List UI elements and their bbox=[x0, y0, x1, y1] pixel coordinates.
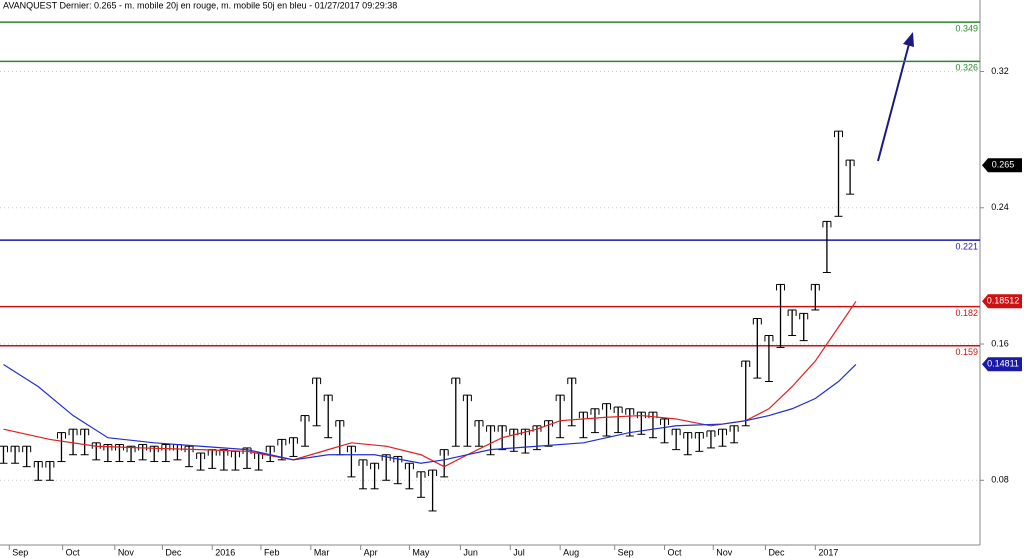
y-tick-label: 0.08 bbox=[991, 475, 1009, 485]
x-tick-label: Mar bbox=[314, 547, 330, 557]
x-tick-label: Feb bbox=[264, 547, 280, 557]
x-tick-label: Sep bbox=[12, 547, 28, 557]
moving-average-line bbox=[3, 363, 857, 464]
x-tick-label: Nov bbox=[716, 547, 733, 557]
x-tick-label: Oct bbox=[66, 547, 81, 557]
y-tick-label: 0.32 bbox=[991, 66, 1009, 76]
y-tick-label: 0.24 bbox=[991, 202, 1009, 212]
x-tick-label: Jul bbox=[513, 547, 525, 557]
price-tag-label: 0.265 bbox=[992, 160, 1015, 170]
level-label: 0.159 bbox=[955, 347, 978, 357]
level-label: 0.182 bbox=[955, 308, 978, 318]
x-tick-label: 2016 bbox=[215, 547, 235, 557]
trend-arrow bbox=[877, 32, 914, 162]
x-tick-label: Apr bbox=[364, 547, 378, 557]
price-tag bbox=[982, 357, 1022, 372]
moving-average-line bbox=[3, 301, 857, 468]
level-label: 0.221 bbox=[955, 242, 978, 252]
y-tick-label: 0.16 bbox=[991, 338, 1009, 348]
x-tick-label: Dec bbox=[165, 547, 182, 557]
price-tag-label: 0.14811 bbox=[987, 359, 1019, 369]
price-tag bbox=[982, 294, 1022, 309]
x-tick-label: 2017 bbox=[818, 547, 838, 557]
price-tag bbox=[982, 158, 1022, 173]
x-tick-label: Oct bbox=[668, 547, 683, 557]
price-tag-label: 0.18512 bbox=[987, 296, 1020, 306]
x-tick-label: May bbox=[412, 547, 430, 557]
level-label: 0.326 bbox=[955, 63, 978, 73]
x-tick-label: Jun bbox=[463, 547, 478, 557]
level-label: 0.349 bbox=[955, 24, 978, 34]
x-tick-label: Dec bbox=[768, 547, 785, 557]
x-tick-label: Aug bbox=[563, 547, 579, 557]
x-tick-label: Sep bbox=[618, 547, 634, 557]
chart-title: AVANQUEST Dernier: 0.265 - m. mobile 20j… bbox=[3, 0, 397, 10]
x-tick-label: Nov bbox=[118, 547, 135, 557]
